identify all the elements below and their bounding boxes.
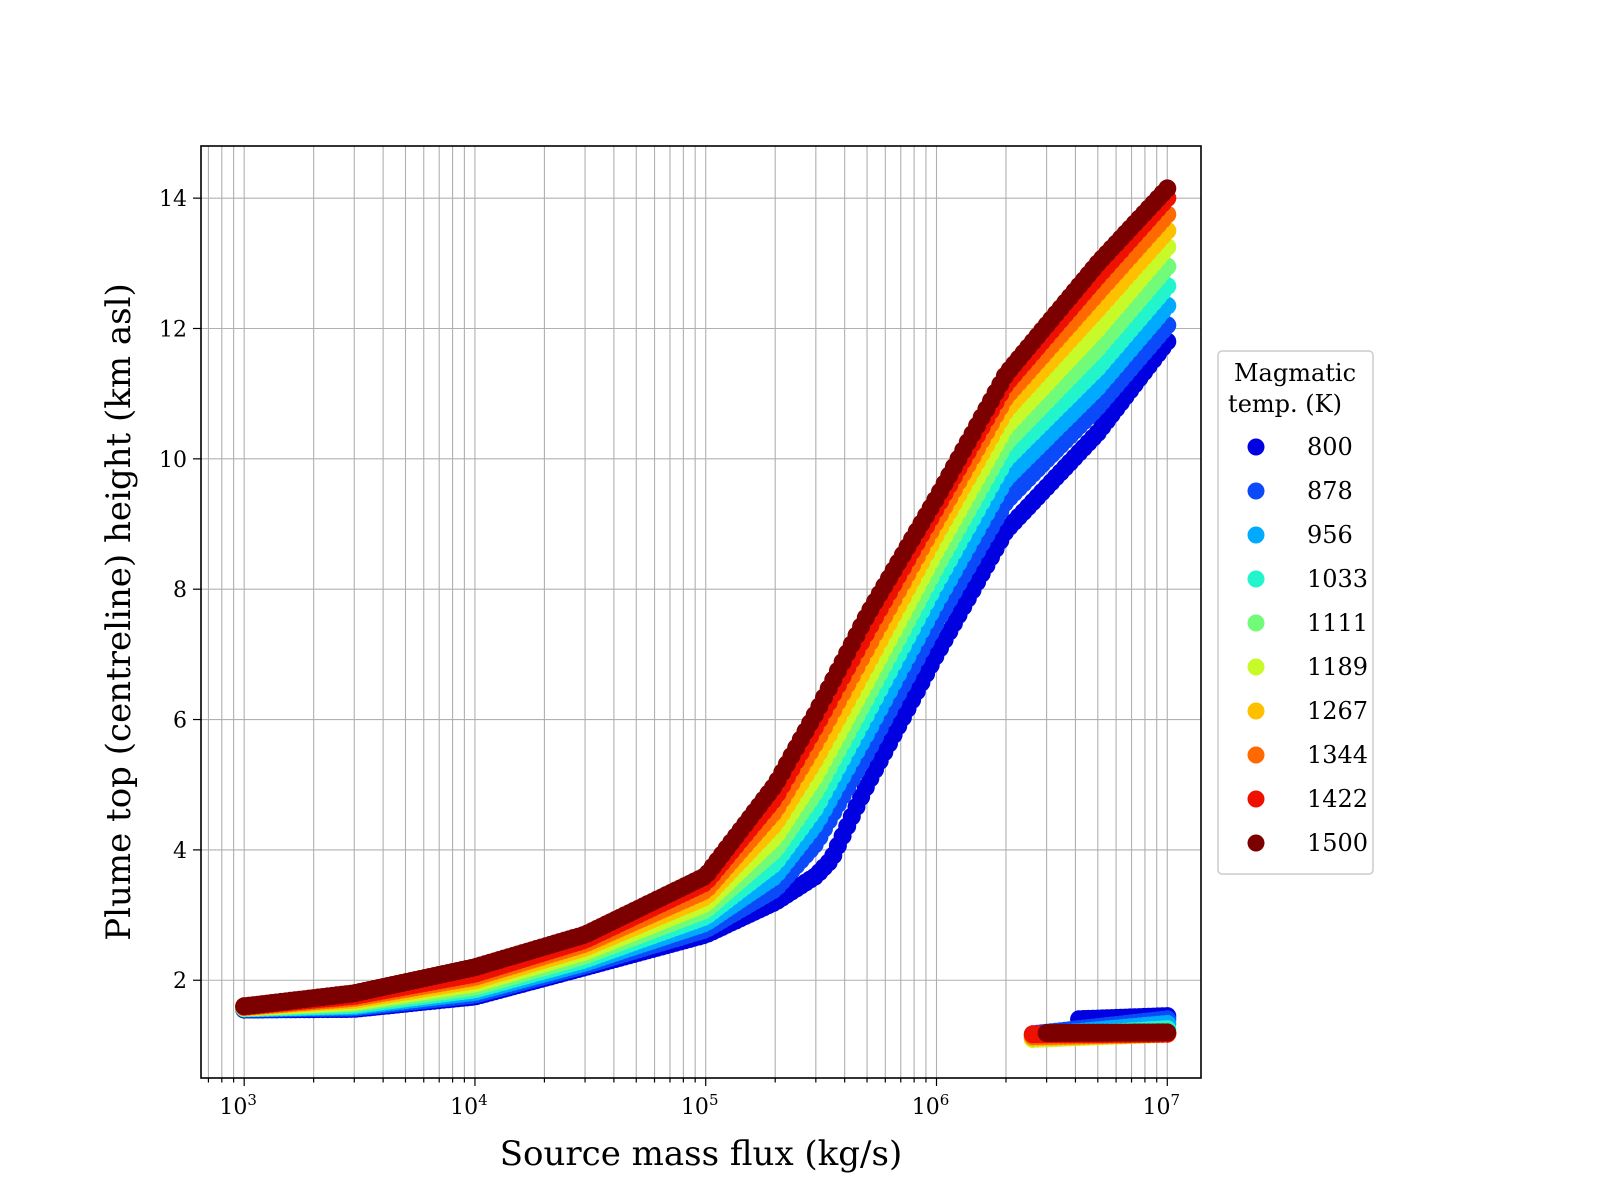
legend-marker-1344 xyxy=(1247,746,1265,764)
y-tick-label: 10 xyxy=(159,448,187,473)
y-tick-label: 8 xyxy=(173,578,187,603)
x-tick-label: 105 xyxy=(681,1091,719,1120)
axis-ticks xyxy=(193,197,1168,1086)
legend-marker-800 xyxy=(1247,438,1265,456)
x-tick-label: 103 xyxy=(219,1091,257,1120)
legend-label: 878 xyxy=(1307,477,1353,505)
legend-label: 1344 xyxy=(1307,741,1368,769)
plot-frame xyxy=(200,145,1202,1079)
y-tick-label: 4 xyxy=(173,839,187,864)
x-tick-label: 106 xyxy=(912,1091,950,1120)
legend-marker-878 xyxy=(1247,482,1265,500)
legend-label: 1422 xyxy=(1307,785,1368,813)
legend-items: 800 878 956 1033 1111 1189 1267 1344 1422 1500 xyxy=(1247,433,1368,857)
x-tick-label: 104 xyxy=(450,1091,488,1120)
legend-marker-1500 xyxy=(1247,834,1265,852)
legend: Magmatic temp. (K) 800 878 956 1033 1111 1189… xyxy=(1217,350,1374,875)
legend-label: 1500 xyxy=(1307,829,1368,857)
legend-label: 956 xyxy=(1307,521,1353,549)
y-axis-title: Plume top (centreline) height (km asl) xyxy=(99,283,139,941)
legend-title-line1: Magmatic xyxy=(1234,359,1356,387)
x-tick-label: 107 xyxy=(1143,1091,1181,1120)
series-1500-upper xyxy=(235,179,1177,1016)
legend-marker-1422 xyxy=(1247,790,1265,808)
x-tick-labels: 103 104 105 106 107 xyxy=(219,1091,1180,1120)
legend-label: 1189 xyxy=(1307,653,1368,681)
legend-label: 1111 xyxy=(1307,609,1368,637)
y-tick-label: 6 xyxy=(173,709,187,734)
y-tick-label: 2 xyxy=(173,969,187,994)
legend-marker-1111 xyxy=(1247,614,1265,632)
y-tick-label: 14 xyxy=(159,187,187,212)
legend-marker-956 xyxy=(1247,526,1265,544)
point xyxy=(1158,179,1177,198)
series-1500-lower xyxy=(1037,1023,1177,1042)
legend-frame xyxy=(1217,350,1374,875)
legend-marker-1189 xyxy=(1247,658,1265,676)
y-tick-labels: 2 4 6 8 10 12 14 xyxy=(159,187,187,994)
legend-marker-1267 xyxy=(1247,702,1265,720)
legend-label: 800 xyxy=(1307,433,1353,461)
y-tick-label: 12 xyxy=(159,317,187,342)
x-axis-title: Source mass flux (kg/s) xyxy=(500,1134,902,1174)
legend-title-line2: temp. (K) xyxy=(1228,390,1342,418)
legend-label: 1033 xyxy=(1307,565,1368,593)
legend-label: 1267 xyxy=(1307,697,1368,725)
legend-marker-1033 xyxy=(1247,570,1265,588)
data-points xyxy=(235,179,1177,1048)
point xyxy=(1158,1023,1177,1042)
